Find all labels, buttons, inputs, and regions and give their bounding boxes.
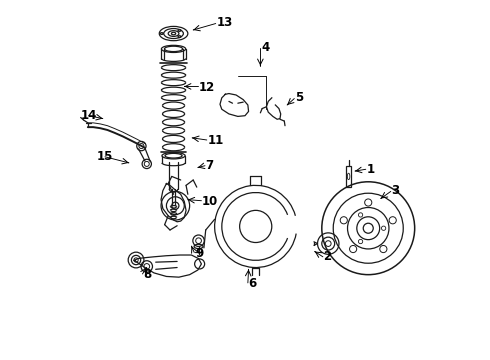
Text: 1: 1 (367, 163, 374, 176)
Text: 6: 6 (248, 277, 257, 290)
Text: 11: 11 (207, 134, 224, 147)
Text: 12: 12 (198, 81, 215, 94)
Bar (346, 166, 351, 187)
Text: 9: 9 (195, 247, 203, 260)
Text: 4: 4 (261, 41, 270, 54)
Text: 7: 7 (206, 159, 214, 172)
Text: 10: 10 (202, 195, 219, 208)
Text: 13: 13 (217, 16, 233, 29)
Text: 5: 5 (295, 91, 303, 104)
Text: 8: 8 (143, 268, 151, 281)
Text: 2: 2 (323, 250, 332, 263)
Text: 15: 15 (97, 150, 113, 163)
Text: 3: 3 (392, 184, 399, 197)
Text: 14: 14 (81, 109, 97, 122)
